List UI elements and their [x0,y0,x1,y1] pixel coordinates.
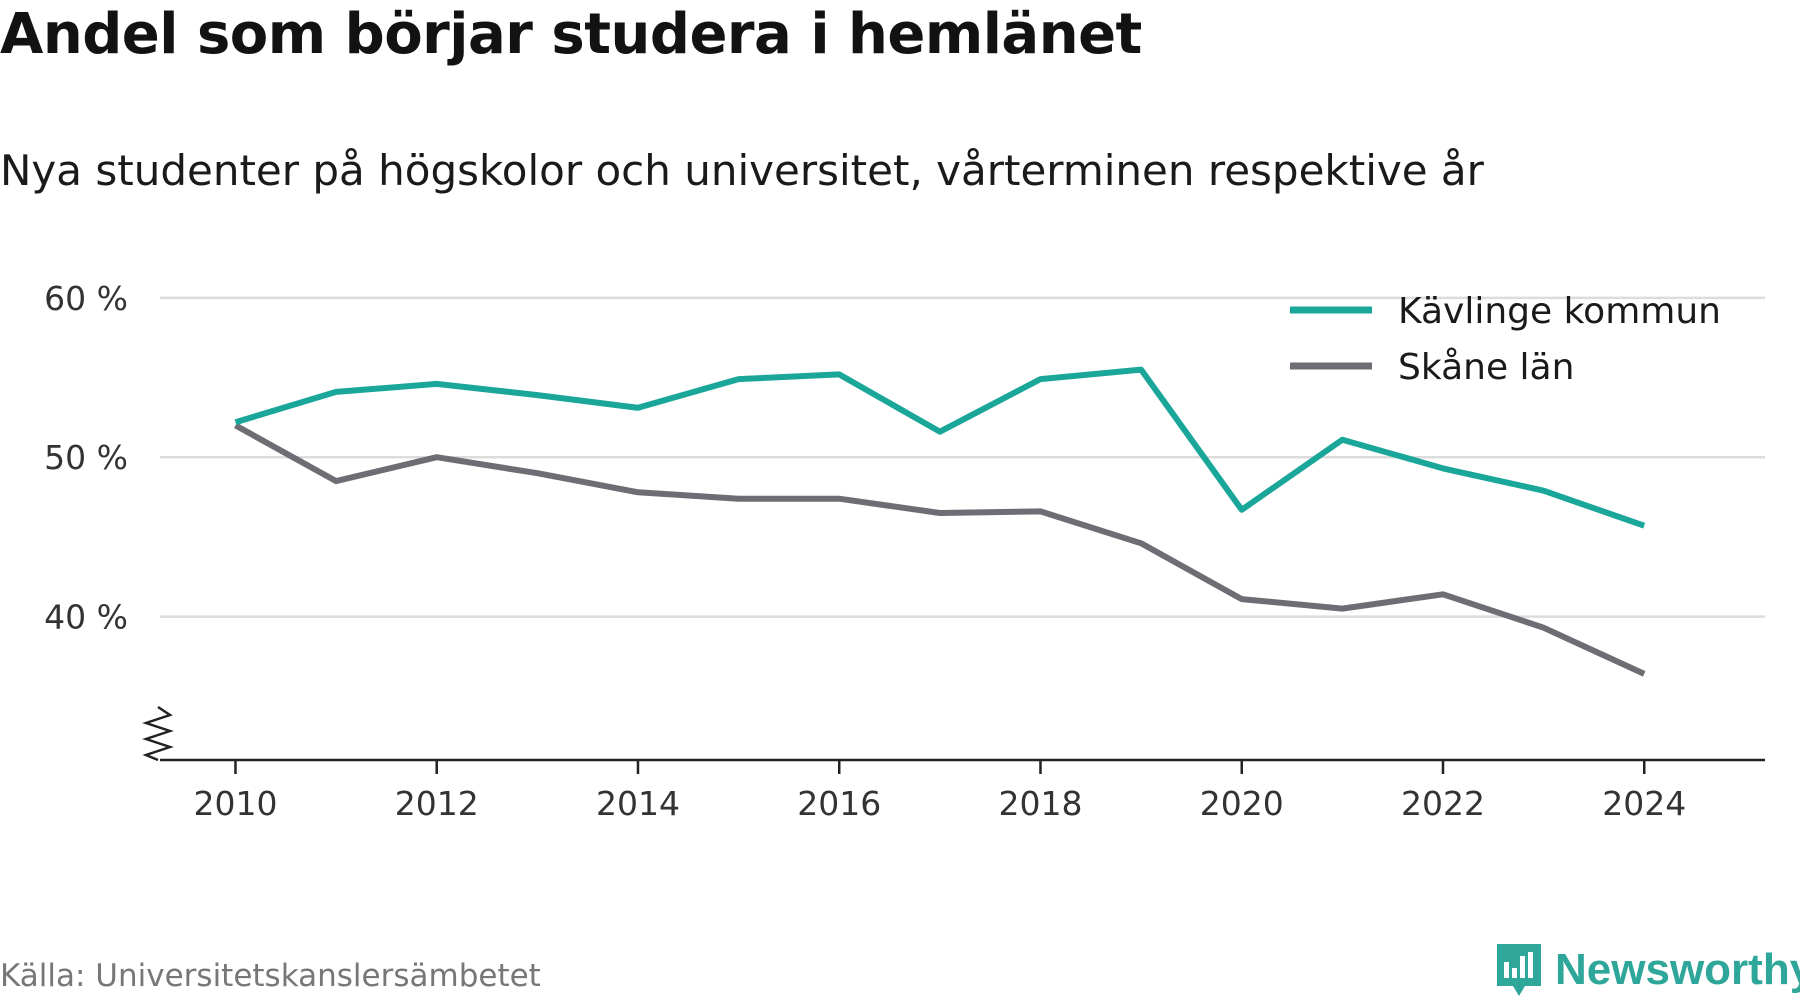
legend-kavlinge-label: Kävlinge kommun [1398,291,1721,332]
y-tick-label: 50 % [44,438,128,477]
legend-skane-label: Skåne län [1398,347,1574,388]
kavlinge-series-line [234,366,1646,529]
zigzag-axis-break-icon [142,705,174,762]
skane-series-line [234,422,1646,677]
x-tick-label: 2020 [1200,784,1284,823]
y-tick-label: 40 % [44,598,128,637]
source-note: Källa: Universitetskanslersämbetet [0,958,541,994]
x-tick-label: 2014 [596,784,680,823]
chart-title: Andel som börjar studera i hemlänet [0,2,1142,67]
x-tick-label: 2024 [1602,784,1686,823]
x-tick-label: 2022 [1401,784,1485,823]
brand-name: Newsworthy [1555,945,1800,994]
chart-subtitle: Nya studenter på högskolor och universit… [0,146,1484,195]
x-tick-label: 2018 [998,784,1082,823]
x-tick-label: 2016 [797,784,881,823]
brand-logo: Newsworthy [1493,940,1800,1000]
y-tick-label: 60 % [44,279,128,318]
x-tick-label: 2010 [193,784,277,823]
x-tick-label: 2012 [395,784,479,823]
bar-chart-speech-bubble-icon [1497,944,1541,996]
